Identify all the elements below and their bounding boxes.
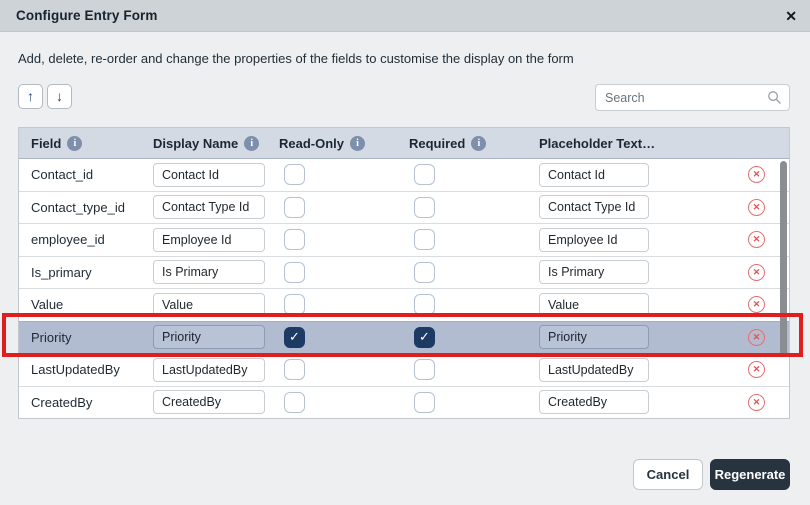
required-checkbox[interactable] [414,391,435,413]
read-only-checkbox[interactable]: ✓ [284,326,305,348]
required-checkbox[interactable] [414,196,435,218]
placeholder-text-input[interactable] [539,292,649,317]
table-row[interactable]: Contact_type_id ✕ [19,190,789,223]
table-row[interactable]: Value ✕ [19,288,789,321]
info-icon[interactable]: i [471,135,487,151]
display-name-input[interactable] [153,260,265,285]
table-row[interactable]: Is_primary ✕ [19,255,789,288]
required-checkbox[interactable] [414,164,435,186]
column-header: Display Name i [153,135,279,151]
column-header: Field i [31,135,153,151]
placeholder-text-input[interactable] [539,357,649,382]
table-body: Contact_id ✕ Contact_type_id ✕ employee_… [19,159,789,418]
column-header: Read-Only i [279,135,409,151]
info-icon[interactable]: i [244,135,260,151]
column-header: Placeholder Text… [539,136,709,151]
placeholder-text-input[interactable] [539,325,649,350]
field-name-label: Value [31,297,64,313]
regenerate-button[interactable]: Regenerate [710,459,790,490]
table-row[interactable]: LastUpdatedBy ✕ [19,353,789,386]
reorder-buttons: ↑ ↓ [18,84,72,109]
display-name-input[interactable] [153,357,265,382]
delete-row-icon[interactable]: ✕ [748,231,765,249]
field-name-label: Priority [31,329,72,345]
table-row[interactable]: Priority ✓ ✓ ✕ [19,320,789,353]
field-name-label: employee_id [31,232,105,248]
field-name-label: Contact_id [31,167,94,183]
table-row[interactable]: CreatedBy ✕ [19,385,789,418]
placeholder-text-input[interactable] [539,390,649,415]
placeholder-text-input[interactable] [539,260,649,285]
delete-row-icon[interactable]: ✕ [748,393,765,411]
placeholder-text-input[interactable] [539,195,649,220]
cancel-button[interactable]: Cancel [633,459,703,490]
placeholder-text-input[interactable] [539,162,649,187]
required-checkbox[interactable] [414,294,435,316]
display-name-input[interactable] [153,227,265,252]
column-header: Required i [409,135,539,151]
display-name-input[interactable] [153,390,265,415]
close-icon[interactable]: ✕ [785,8,797,24]
required-checkbox[interactable]: ✓ [414,326,435,348]
move-up-button[interactable]: ↑ [18,84,43,109]
table-header: Field i Display Name i Read-Only i Requi… [19,128,789,159]
dialog-title: Configure Entry Form [16,8,158,23]
delete-row-icon[interactable]: ✕ [748,361,765,379]
dialog-description: Add, delete, re-order and change the pro… [18,51,574,66]
read-only-checkbox[interactable] [284,196,305,218]
arrow-down-icon: ↓ [56,88,63,104]
required-checkbox[interactable] [414,229,435,251]
search-box [595,84,790,111]
dialog-titlebar: Configure Entry Form [0,0,810,32]
info-icon[interactable]: i [350,135,366,151]
move-down-button[interactable]: ↓ [47,84,72,109]
display-name-input[interactable] [153,292,265,317]
delete-row-icon[interactable]: ✕ [748,198,765,216]
table-row[interactable]: Contact_id ✕ [19,159,789,191]
field-name-label: CreatedBy [31,394,93,410]
display-name-input[interactable] [153,195,265,220]
column-header-label: Display Name [153,135,239,151]
display-name-input[interactable] [153,162,265,187]
scrollbar-thumb[interactable] [780,161,787,357]
read-only-checkbox[interactable] [284,391,305,413]
delete-row-icon[interactable]: ✕ [748,166,765,184]
column-header-label: Field [31,135,62,151]
search-input[interactable] [595,84,790,111]
required-checkbox[interactable] [414,359,435,381]
fields-table: Field i Display Name i Read-Only i Requi… [18,127,790,419]
info-icon[interactable]: i [67,135,83,151]
delete-row-icon[interactable]: ✕ [748,296,765,314]
table-row[interactable]: employee_id ✕ [19,223,789,256]
read-only-checkbox[interactable] [284,359,305,381]
search-icon [768,91,781,104]
arrow-up-icon: ↑ [27,88,34,104]
read-only-checkbox[interactable] [284,261,305,283]
field-name-label: Is_primary [31,264,92,280]
column-header-label: Placeholder Text… [539,135,656,151]
field-name-label: LastUpdatedBy [31,362,120,378]
column-header-label: Read-Only [279,135,345,151]
delete-row-icon[interactable]: ✕ [748,263,765,281]
read-only-checkbox[interactable] [284,164,305,186]
read-only-checkbox[interactable] [284,229,305,251]
field-name-label: Contact_type_id [31,199,125,215]
display-name-input[interactable] [153,325,265,350]
placeholder-text-input[interactable] [539,227,649,252]
read-only-checkbox[interactable] [284,294,305,316]
delete-row-icon[interactable]: ✕ [748,328,765,346]
column-header-label: Required [409,135,466,151]
required-checkbox[interactable] [414,261,435,283]
